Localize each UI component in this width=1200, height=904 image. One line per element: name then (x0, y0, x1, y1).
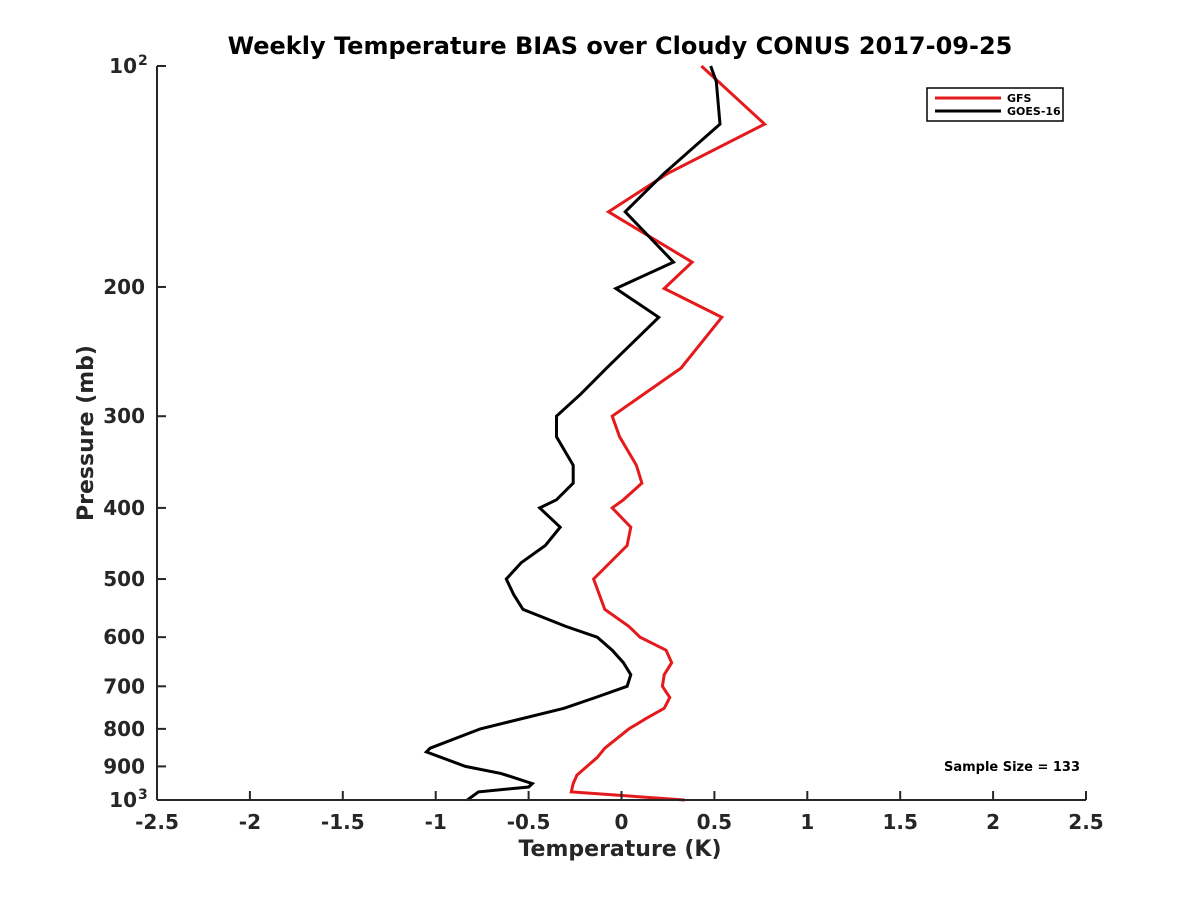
chart-title: Weekly Temperature BIAS over Cloudy CONU… (228, 32, 1013, 60)
y-tick-label: 400 (103, 496, 145, 520)
x-axis-ticks: -2.5 -2 -1.5 -1 -0.5 0 0.5 1 1.5 2 2.5 (135, 791, 1104, 834)
legend-label: GOES-16 (1007, 105, 1061, 118)
legend-label: GFS (1007, 92, 1032, 105)
x-tick-label: -1 (425, 810, 447, 834)
x-tick-label: -2.5 (135, 810, 179, 834)
x-tick-label: 0.5 (697, 810, 732, 834)
x-tick-label: 2.5 (1068, 810, 1103, 834)
y-axis-title: Pressure (mb) (74, 345, 99, 521)
y-tick-label: 500 (103, 567, 145, 591)
legend-box (926, 87, 1064, 122)
series-layer (423, 64, 768, 802)
y-tick-label: 10 (109, 54, 137, 78)
series-line-gfs (569, 64, 768, 802)
y-tick-label: 300 (103, 404, 145, 428)
x-tick-label: 1 (800, 810, 814, 834)
x-tick-label: 2 (986, 810, 1000, 834)
x-tick-label: -0.5 (507, 810, 551, 834)
y-tick-label: 600 (103, 625, 145, 649)
x-tick-label: 0 (615, 810, 629, 834)
y-tick-label: 200 (103, 275, 145, 299)
x-tick-label: 1.5 (882, 810, 917, 834)
sample-size-annotation: Sample Size = 133 (944, 760, 1080, 775)
y-tick-label: 900 (103, 754, 145, 778)
series-line-goes-16 (423, 65, 722, 802)
y-tick-exponent: 3 (138, 787, 148, 803)
y-tick-label: 800 (103, 717, 145, 741)
y-tick-exponent: 2 (138, 53, 148, 69)
y-tick-label: 700 (103, 674, 145, 698)
x-tick-label: -1.5 (321, 810, 365, 834)
y-tick-label: 10 (109, 788, 137, 812)
x-tick-label: -2 (239, 810, 261, 834)
x-axis-title: Temperature (K) (518, 837, 721, 862)
